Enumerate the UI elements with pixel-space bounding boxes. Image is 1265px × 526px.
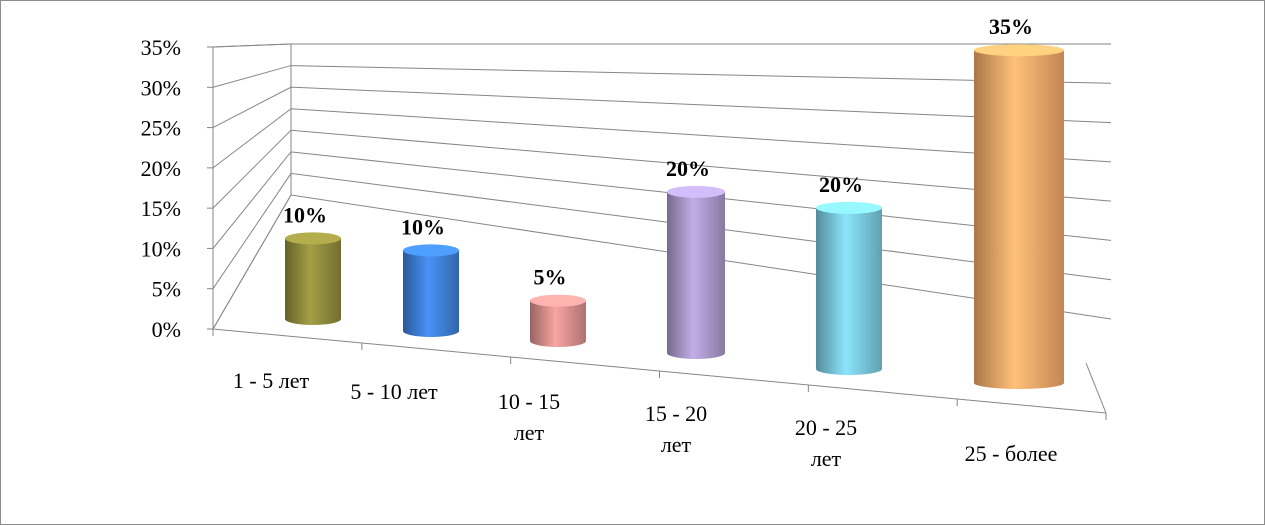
y-tick-label: 0%	[152, 317, 181, 342]
bar	[816, 207, 882, 375]
y-axis-ticks: 0% 5% 10% 15% 20% 25% 30% 35%	[141, 35, 181, 342]
bar	[530, 300, 586, 347]
gridline	[212, 43, 1111, 48]
data-label: 20%	[819, 172, 863, 197]
bar-top	[530, 294, 586, 307]
bar	[403, 250, 459, 337]
x-tick-label: 25 - более	[965, 441, 1058, 466]
bar	[667, 191, 725, 359]
gridlines	[207, 43, 1112, 330]
x-axis: 1 - 5 лет 5 - 10 лет 10 - 15 лет 15 - 20 лет 2…	[212, 329, 1107, 471]
data-label: 10%	[401, 214, 445, 239]
bar	[285, 238, 341, 325]
chart-walls	[212, 43, 1107, 414]
data-label: 10%	[283, 202, 327, 227]
bar-top	[816, 201, 882, 214]
x-tick-label: 10 - 15 лет	[498, 389, 560, 445]
x-tick-label: 1 - 5 лет	[233, 368, 310, 393]
x-tick-label: 15 - 20 лет	[645, 401, 707, 457]
x-tick-label: 20 - 25 лет	[795, 415, 857, 471]
y-tick-label: 10%	[141, 236, 181, 261]
x-tick-label: 5 - 10 лет	[350, 379, 438, 404]
gridline	[212, 108, 1112, 169]
data-label: 20%	[666, 156, 710, 181]
gridline	[212, 65, 1112, 88]
bar-top	[667, 185, 725, 198]
y-tick-label: 5%	[152, 277, 181, 302]
y-tick-label: 15%	[141, 196, 181, 221]
data-labels: 10% 10% 5% 20% 20% 35%	[283, 14, 1033, 289]
gridline	[212, 129, 1112, 209]
data-label: 5%	[534, 265, 567, 290]
data-label: 35%	[989, 14, 1033, 39]
bar-top	[974, 44, 1064, 57]
bar-top	[285, 232, 341, 245]
y-tick-label: 20%	[141, 156, 181, 181]
bars	[285, 44, 1064, 390]
y-tick-label: 25%	[141, 116, 181, 141]
bar	[974, 50, 1064, 390]
bar-top	[403, 244, 459, 257]
gridline	[212, 86, 1112, 129]
y-tick-label: 35%	[141, 35, 181, 60]
y-tick-label: 30%	[141, 75, 181, 100]
